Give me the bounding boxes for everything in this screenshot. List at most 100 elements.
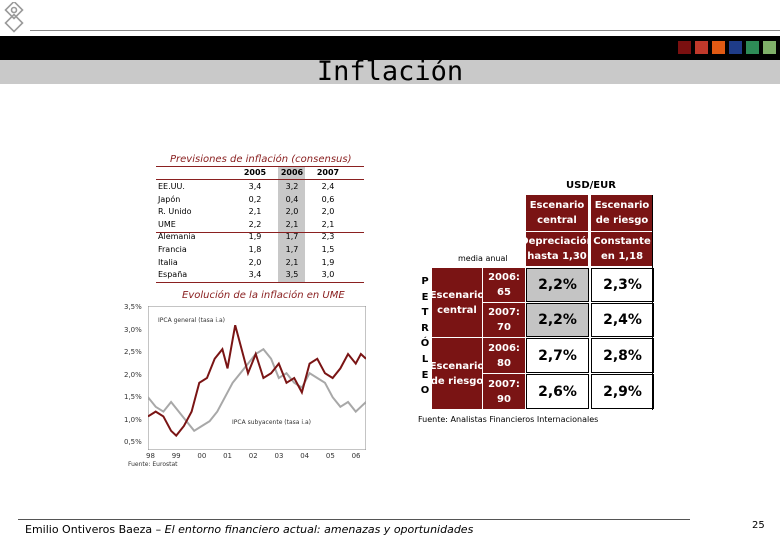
petroleo-letter: E	[421, 369, 429, 381]
row-label-country: R. Unido	[158, 207, 192, 217]
x-tick-label: 98	[146, 452, 155, 460]
table-cell: 1,5	[321, 245, 335, 254]
table-rule-bottom	[156, 282, 364, 283]
series-label-subyacente: IPCA subyacente (tasa i.a)	[232, 419, 311, 426]
col-header-riesgo: Escenario de riesgo	[591, 195, 653, 231]
petroleo-letter: Ó	[420, 338, 430, 350]
col-header-2006: 2006	[280, 168, 304, 177]
petroleo-letter: P	[421, 276, 429, 287]
table-cell: 2,0	[321, 207, 335, 217]
petroleo-letter: O	[420, 385, 430, 397]
y-tick-label: 1,5%	[124, 393, 142, 401]
header-black-bar	[0, 36, 780, 60]
table-cell: 1,7	[285, 232, 299, 242]
table-cell: 2,4	[321, 182, 335, 191]
y-tick-label: 3,0%	[124, 325, 142, 334]
header-gray-bar	[0, 60, 780, 84]
highlight-column-2006	[278, 167, 305, 282]
x-tick-label: 03	[274, 452, 284, 460]
col-sub-central: Depreciación hasta 1,30	[520, 232, 594, 266]
row-label-country: UME	[158, 219, 176, 229]
scenario-value: 2,4%	[591, 303, 654, 337]
table-cell: 1,9	[321, 257, 335, 267]
page-number: 25	[752, 520, 765, 531]
scenario-source: Fuente: Analistas Financieros Internacio…	[418, 415, 599, 424]
x-tick-label: 02	[248, 452, 258, 460]
x-tick-label: 06	[351, 452, 361, 460]
row-label-country: EE.UU.	[158, 182, 185, 191]
scenario-value: 2,8%	[591, 338, 654, 373]
scenario-value: 2,6%	[526, 374, 589, 409]
series-label-general: IPCA general (tasa i.a)	[158, 317, 225, 324]
table-cell: 3,4	[248, 270, 262, 280]
scenario-value: 2,3%	[591, 268, 654, 302]
footer-text: Emilio Ontiveros Baeza – El entorno fina…	[25, 523, 473, 536]
petroleo-letter: E	[421, 291, 429, 303]
table-cell: 1,9	[248, 232, 262, 242]
table-cell: 2,0	[285, 207, 299, 217]
x-tick-label: 05	[325, 452, 335, 460]
currency-label: USD/EUR	[566, 180, 616, 191]
petroleo-letter: R	[421, 322, 429, 334]
x-tick-label: 01	[223, 452, 233, 460]
title-bar-square	[678, 41, 691, 54]
chart-title: Evolución de la inflación en UME	[182, 290, 345, 301]
table-cell: 3,4	[248, 182, 262, 191]
title-bar-square	[712, 41, 725, 54]
title-bar-square	[695, 41, 708, 54]
table-rule-mid	[156, 231, 364, 233]
y-tick-label: 1,0%	[124, 415, 142, 424]
row-label-country: Alemania	[158, 232, 196, 242]
col-sub-riesgo: Constante en 1,18	[591, 232, 653, 266]
table-cell: 3,5	[285, 270, 299, 280]
table-cell: 3,2	[285, 182, 299, 191]
x-tick-label: 99	[171, 452, 181, 460]
table-cell: 2,3	[321, 232, 335, 242]
row-group-riesgo: Escenario de riesgo	[430, 338, 484, 409]
row-label-scenario: 2006: 80	[483, 338, 525, 373]
series-line	[148, 324, 366, 438]
table-cell: 2,1	[285, 219, 299, 229]
table-cell: 0,6	[321, 194, 335, 204]
y-tick-label: 2,0%	[124, 370, 142, 379]
row-label-country: Francia	[158, 245, 187, 254]
scenario-value: 2,7%	[526, 338, 589, 373]
table-rule-top	[156, 166, 364, 167]
petroleo-letter: L	[421, 354, 429, 365]
x-tick-label: 04	[300, 452, 310, 460]
row-label-scenario: 2007: 70	[483, 303, 525, 337]
footer-author: Emilio Ontiveros Baeza –	[25, 523, 165, 536]
table-cell: 2,1	[285, 257, 299, 267]
table-cell: 3,0	[321, 270, 335, 280]
series-line	[148, 347, 366, 433]
table-cell: 2,0	[248, 257, 262, 267]
table-cell: 1,7	[285, 245, 299, 254]
media-anual-label: media anual	[458, 254, 508, 263]
title-bar-square	[729, 41, 742, 54]
table-cell: 2,2	[248, 219, 262, 229]
table-cell: 2,1	[321, 219, 335, 229]
table-cell: 2,1	[248, 207, 262, 217]
row-group-central: Escenario central	[430, 268, 484, 337]
petroleo-letter: T	[421, 307, 429, 319]
col-header-central: Escenario central	[526, 195, 588, 231]
chart-source: Fuente: Eurostat	[128, 461, 178, 468]
forecast-table-title: Previsiones de inflación (consensus)	[170, 154, 352, 165]
table-cell: 0,2	[248, 194, 262, 204]
footer-rule	[18, 519, 690, 520]
table-cell: 1,8	[248, 245, 262, 254]
y-tick-label: 2,5%	[124, 348, 142, 356]
scenario-value: 2,2%	[526, 303, 589, 337]
row-label-country: Japón	[158, 194, 181, 204]
y-tick-label: 3,5%	[124, 303, 142, 311]
y-tick-label: 0,5%	[124, 438, 142, 446]
row-label-country: Italia	[158, 257, 178, 267]
row-label-scenario: 2007: 90	[483, 374, 525, 409]
title-bar-square	[746, 41, 759, 54]
header-rule	[30, 30, 780, 31]
table-cell: 0,4	[285, 194, 299, 204]
row-label-scenario: 2006: 65	[483, 268, 525, 302]
x-tick-label: 00	[197, 452, 207, 460]
table-rule-header	[156, 179, 364, 180]
title-bar-square	[763, 41, 776, 54]
